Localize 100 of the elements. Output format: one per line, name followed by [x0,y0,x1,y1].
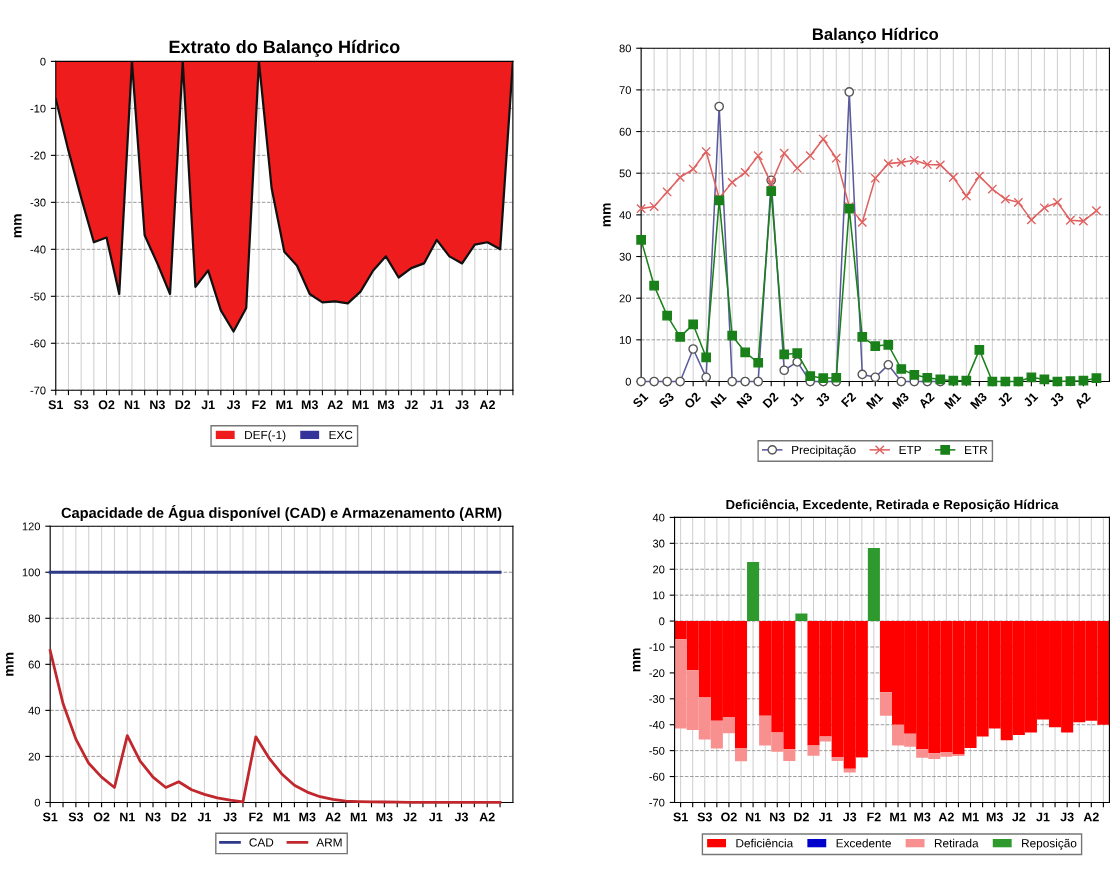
x-tick-label: M3 [378,400,395,410]
x-tick-label: F2 [867,812,881,822]
y-tick-label: -10 [649,643,665,652]
y-tick-label: 50 [619,169,631,178]
x-tick-label: J1 [197,812,212,822]
y-axis-title: mm [14,214,22,238]
y-tick-label: 60 [619,127,631,136]
x-tick-label: J1 [1036,812,1050,822]
x-tick-label: J3 [454,812,468,822]
y-tick-label: 0 [40,57,46,66]
y-tick-label: -20 [30,151,46,160]
x-tick-label: D2 [794,812,809,822]
chart-title: Balanço Hídrico [812,27,939,44]
legend-label: CAD [249,838,274,847]
y-tick-label: 10 [619,336,631,344]
y-tick-label: -50 [30,292,46,301]
x-tick-label: M3 [301,400,318,410]
x-tick-label: J2 [403,812,417,822]
x-tick-label: S3 [697,812,712,822]
legend-label: Precipitação [792,445,856,457]
x-tick-label: M1 [273,812,290,822]
y-tick-label: 0 [625,377,631,386]
x-tick-label: S3 [658,391,675,409]
x-tick-label: D2 [762,391,779,409]
x-tick-label: J3 [455,400,469,410]
y-tick-label: 70 [619,86,631,95]
x-tick-label: M3 [986,812,1003,822]
x-tick-label: A2 [1074,391,1091,409]
x-tick-label: M3 [299,812,316,822]
x-tick-label: O2 [98,400,115,410]
x-tick-label: N3 [150,400,165,410]
legend-label: Excedente [836,838,891,848]
chart-title: Deficiência, Excedente, Retirada e Reposição Hídrica [726,499,1059,512]
y-tick-label: 10 [653,591,665,600]
x-tick-label: J3 [814,391,831,408]
y-tick-label: -60 [30,339,46,348]
x-tick-label: A2 [917,391,935,409]
y-axis-title: mm [6,652,14,676]
y-tick-label: 100 [22,568,41,577]
y-tick-label: 80 [619,44,631,53]
x-tick-label: M1 [943,391,962,410]
x-tick-label: J3 [223,812,237,822]
y-tick-label: 60 [28,660,41,669]
x-tick-label: J1 [429,812,443,822]
y-tick-label: 80 [28,614,41,623]
y-tick-label: 20 [28,752,41,761]
y-tick-label: 120 [22,522,41,531]
x-tick-label: N3 [770,812,785,822]
x-tick-label: A2 [1083,812,1099,822]
chart-title: Extrato do Balanço Hídrico [169,39,400,57]
y-tick-label: -70 [30,386,46,395]
x-tick-label: S1 [632,391,649,409]
x-tick-label: J1 [788,391,805,408]
x-tick-label: J2 [1012,812,1026,822]
x-tick-label: N3 [145,812,161,822]
x-tick-label: D2 [175,400,191,410]
x-tick-label: M3 [891,391,910,410]
y-tick-label: 20 [619,294,631,303]
x-tick-label: J1 [201,400,215,410]
x-tick-label: M1 [865,391,884,410]
x-tick-label: M3 [969,391,988,410]
x-tick-label: A2 [479,400,495,410]
y-tick-label: 40 [652,513,665,522]
y-tick-label: 0 [34,798,41,807]
x-tick-label: J3 [842,812,857,822]
y-axis-title: mm [603,203,611,227]
x-tick-label: J3 [226,400,241,410]
x-tick-label: J1 [1022,391,1039,408]
x-tick-label: J2 [996,391,1013,408]
y-tick-label: 0 [659,617,665,626]
x-tick-label: J3 [1060,812,1074,822]
x-tick-label: M1 [962,812,979,822]
y-tick-label: 40 [28,706,41,715]
x-tick-label: F2 [840,391,857,408]
y-tick-label: -50 [649,746,665,755]
x-tick-label: N1 [124,400,140,410]
y-tick-label: -30 [649,695,665,703]
legend-label: EXC [329,430,353,440]
y-tick-label: -60 [649,772,665,781]
legend-label: ETR [965,445,988,454]
x-tick-label: M1 [352,400,369,410]
x-tick-label: S3 [68,812,84,822]
x-tick-label: A2 [938,812,954,822]
y-tick-label: -20 [649,669,665,678]
y-axis-title: mm [632,648,641,672]
x-tick-label: D2 [171,812,187,822]
x-tick-label: J3 [1048,391,1065,408]
x-tick-label: N3 [736,391,753,409]
x-tick-label: O2 [683,391,702,410]
y-tick-label: -40 [30,245,46,254]
x-tick-label: N1 [710,391,727,409]
x-tick-label: M3 [914,812,931,822]
x-tick-label: J2 [404,400,418,410]
x-tick-label: N1 [120,812,135,822]
x-tick-label: O2 [93,812,110,822]
y-tick-label: -40 [649,720,665,729]
x-tick-label: A2 [325,812,341,822]
x-tick-label: N1 [745,812,761,822]
x-tick-label: A2 [479,812,495,822]
y-tick-label: 40 [619,211,631,219]
